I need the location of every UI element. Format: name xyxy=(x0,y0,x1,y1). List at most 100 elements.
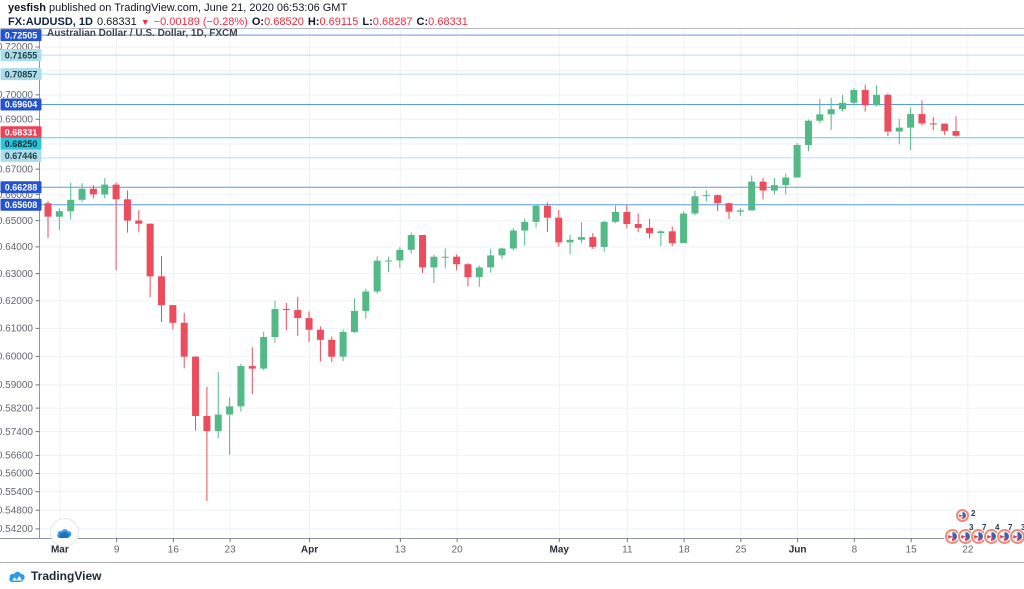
candle-Feb-28 xyxy=(45,203,52,216)
idea-pie-icon xyxy=(974,532,983,541)
candle-Mar-3 xyxy=(67,200,74,211)
candle-May-11 xyxy=(623,212,630,224)
candle-Mar-31 xyxy=(294,310,301,318)
published-line: yesfish published on TradingView.com, Ju… xyxy=(8,2,472,15)
svg-text:0.68331: 0.68331 xyxy=(5,128,38,138)
x-axis-label-Apr: Apr xyxy=(301,545,318,556)
candle-Mar-26 xyxy=(260,337,267,369)
price-level-badge-0.71655[interactable]: 0.71655 xyxy=(1,49,42,61)
last-price-badge-0.68331[interactable]: 0.68331 xyxy=(1,126,42,138)
open-label: O: xyxy=(252,16,264,28)
candle-May-4 xyxy=(567,240,574,243)
tradingview-wordmark[interactable]: TradingView xyxy=(31,569,101,583)
candle-May-5 xyxy=(578,237,585,240)
x-axis-label-25: 25 xyxy=(735,545,747,556)
candle-May-15 xyxy=(669,231,676,243)
candle-Jun-10 xyxy=(873,95,880,105)
price-level-badge-0.72505[interactable]: 0.72505 xyxy=(1,29,42,41)
candle-May-27 xyxy=(760,182,767,191)
idea-count: 2 xyxy=(971,509,975,518)
y-axis-label: 0.67000 xyxy=(0,164,33,175)
idea-pie-icon xyxy=(1000,532,1009,541)
author-name: yesfish xyxy=(8,2,46,14)
candle-Mar-23 xyxy=(226,406,233,414)
x-axis-label-Jun: Jun xyxy=(789,545,807,556)
open-value: 0.68520 xyxy=(264,16,304,28)
idea-pie-icon xyxy=(959,512,966,519)
candle-Apr-10 xyxy=(385,260,392,261)
idea-pie-icon xyxy=(948,532,957,541)
candle-Jun-1 xyxy=(794,145,801,178)
high-label: H: xyxy=(308,16,320,28)
candle-Apr-9 xyxy=(374,261,381,292)
x-axis-label-11: 11 xyxy=(622,545,633,556)
candle-Mar-6 xyxy=(101,185,108,195)
y-axis-label: 0.57400 xyxy=(0,427,33,438)
candle-Apr-30 xyxy=(544,206,551,218)
candle-Apr-17 xyxy=(442,257,449,258)
candle-Jun-12 xyxy=(896,128,903,132)
close-label: C: xyxy=(417,16,429,28)
price-axis[interactable]: 0.720000.700000.690000.670000.660000.650… xyxy=(0,42,40,535)
candle-Mar-13 xyxy=(158,276,165,305)
candle-Apr-8 xyxy=(362,291,369,310)
y-axis-label: 0.65000 xyxy=(0,216,33,227)
tradingview-logo-icon[interactable] xyxy=(8,570,26,583)
price-change: −0.00189 (−0.28%) xyxy=(154,16,248,28)
candle-Mar-12 xyxy=(147,224,154,277)
candle-Mar-9 xyxy=(113,185,120,200)
candle-May-26 xyxy=(748,182,755,211)
price-level-badge-0.67446[interactable]: 0.67446 xyxy=(1,150,42,162)
y-axis-label: 0.64000 xyxy=(0,242,33,253)
candle-Apr-1 xyxy=(306,318,313,330)
candle-Mar-5 xyxy=(90,189,97,195)
y-axis-label: 0.54800 xyxy=(0,505,33,516)
idea-marker-top[interactable] xyxy=(956,509,969,522)
candle-May-14 xyxy=(657,231,664,233)
candle-Apr-13 xyxy=(396,250,403,261)
candle-Apr-16 xyxy=(430,257,437,268)
x-axis-label-May: May xyxy=(550,545,570,556)
candle-Mar-4 xyxy=(79,189,86,200)
idea-pie-icon xyxy=(987,532,996,541)
candle-Apr-2 xyxy=(317,330,324,340)
idea-pie-icon xyxy=(961,532,970,541)
svg-text:0.65608: 0.65608 xyxy=(5,200,38,210)
y-axis-label: 0.58200 xyxy=(0,403,33,414)
candle-Jun-15 xyxy=(907,114,914,128)
candle-Apr-21 xyxy=(464,264,471,277)
candle-Mar-17 xyxy=(181,323,188,357)
candle-Jun-2 xyxy=(805,121,812,145)
price-level-badge-0.68250[interactable]: 0.68250 xyxy=(1,138,42,150)
exchange-logo-fxcm xyxy=(50,518,79,547)
idea-count: 3 xyxy=(969,523,973,532)
candle-Apr-14 xyxy=(408,235,415,250)
candle-Apr-23 xyxy=(487,255,494,267)
footer-bar: TradingView xyxy=(0,562,1024,589)
price-level-badge-0.69604[interactable]: 0.69604 xyxy=(1,98,42,110)
price-level-badge-0.66288[interactable]: 0.66288 xyxy=(1,181,42,193)
candle-Mar-24 xyxy=(237,366,244,406)
candle-Apr-15 xyxy=(419,235,426,267)
x-axis-label-18: 18 xyxy=(679,545,691,556)
candle-May-12 xyxy=(635,224,642,228)
price-level-badge-0.70857[interactable]: 0.70857 xyxy=(1,68,42,80)
candle-May-6 xyxy=(589,237,596,247)
y-axis-label: 0.69000 xyxy=(0,114,33,125)
snapshot-header: yesfish published on TradingView.com, Ju… xyxy=(8,2,472,29)
candle-May-7 xyxy=(601,222,608,247)
y-axis-label: 0.56000 xyxy=(0,469,33,480)
candle-May-21 xyxy=(714,195,721,203)
candle-May-19 xyxy=(691,196,698,213)
candle-Mar-16 xyxy=(169,305,176,323)
high-value: 0.69115 xyxy=(319,16,358,28)
x-axis-label-13: 13 xyxy=(395,545,407,556)
price-level-badge-0.65608[interactable]: 0.65608 xyxy=(1,199,42,211)
candle-May-28 xyxy=(771,185,778,190)
idea-pie-icon xyxy=(1013,532,1022,541)
